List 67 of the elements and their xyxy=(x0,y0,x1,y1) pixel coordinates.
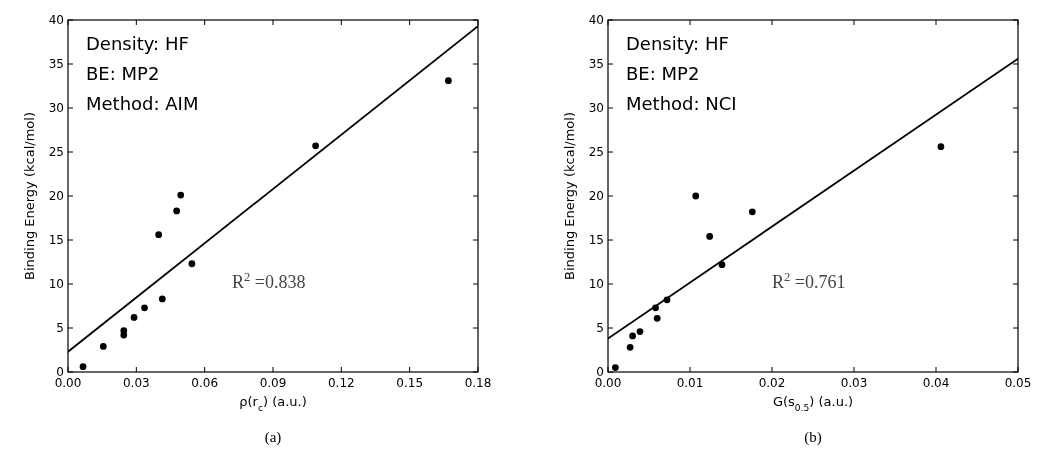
y-tick-label: 30 xyxy=(588,101,604,115)
annotation: R$^{2}$ =0.838 xyxy=(232,270,306,293)
x-tick-label: 0.04 xyxy=(922,376,950,390)
y-tick-label: 20 xyxy=(48,189,64,203)
point xyxy=(445,77,452,85)
y-tick-label: 15 xyxy=(48,233,64,247)
point xyxy=(706,233,714,240)
point xyxy=(937,143,945,151)
x-tick-label: 0.09 xyxy=(259,376,287,390)
x-axis-title: ρ(r$_{c}$) (a.u.) xyxy=(239,394,307,413)
y-tick-label: 5 xyxy=(56,321,64,335)
x-tick-label: 0.01 xyxy=(676,376,704,390)
annotation: Method: AIM xyxy=(86,93,199,114)
y-tick-label: 10 xyxy=(588,277,604,291)
point xyxy=(99,343,107,350)
x-tick-label: 0.02 xyxy=(758,376,786,390)
annotation: BE: MP2 xyxy=(86,63,160,84)
point xyxy=(626,343,634,351)
x-tick-label: 0.06 xyxy=(191,376,219,390)
x-tick-label: 0.05 xyxy=(1004,376,1032,390)
y-tick-label: 35 xyxy=(588,57,604,71)
y-tick-label: 40 xyxy=(48,13,64,27)
point xyxy=(79,363,87,371)
text: (a) xyxy=(264,429,282,446)
x-tick-label: 0.18 xyxy=(464,376,492,390)
annotation: Density: HF xyxy=(86,33,189,54)
y-tick-label: 15 xyxy=(588,233,604,247)
point xyxy=(141,304,148,312)
annotation: R$^{2}$ =0.761 xyxy=(772,270,846,293)
y-tick-label: 0 xyxy=(596,365,604,379)
y-tick-label: 35 xyxy=(48,57,64,71)
y-tick-label: 10 xyxy=(48,277,64,291)
y-tick-label: 25 xyxy=(48,145,64,159)
x-tick-label: 0.03 xyxy=(840,376,868,390)
x-tick-label: 0.00 xyxy=(54,376,82,390)
point xyxy=(312,142,319,150)
annotation: Density: HF xyxy=(626,33,729,54)
y-axis-title: Binding Energy (kcal/mol) xyxy=(562,112,577,280)
point xyxy=(612,364,619,371)
point xyxy=(158,295,166,303)
point xyxy=(636,328,644,335)
y-tick-label: 40 xyxy=(588,13,604,27)
point xyxy=(188,260,196,268)
y-tick-label: 0 xyxy=(56,365,64,379)
point xyxy=(130,314,138,321)
annotation: Method: NCI xyxy=(626,93,737,114)
point xyxy=(173,207,181,215)
point xyxy=(653,314,661,322)
annotation: BE: MP2 xyxy=(626,63,700,84)
text: (b) xyxy=(804,429,822,446)
y-tick-label: 30 xyxy=(48,101,64,115)
point xyxy=(748,208,756,216)
point xyxy=(718,261,726,269)
point xyxy=(120,331,128,339)
x-axis-title: G(s$_{0.5}$) (a.u.) xyxy=(772,394,854,413)
y-axis-title: Binding Energy (kcal/mol) xyxy=(22,112,37,280)
x-tick-label: 0.12 xyxy=(327,376,355,390)
point xyxy=(155,231,163,239)
point xyxy=(629,332,636,340)
point xyxy=(692,192,700,200)
y-tick-label: 25 xyxy=(588,145,604,159)
x-tick-label: 0.00 xyxy=(594,376,622,390)
y-tick-label: 20 xyxy=(588,189,604,203)
point xyxy=(177,191,185,199)
x-tick-label: 0.15 xyxy=(396,376,424,390)
y-tick-label: 5 xyxy=(596,321,604,335)
x-tick-label: 0.03 xyxy=(122,376,150,390)
